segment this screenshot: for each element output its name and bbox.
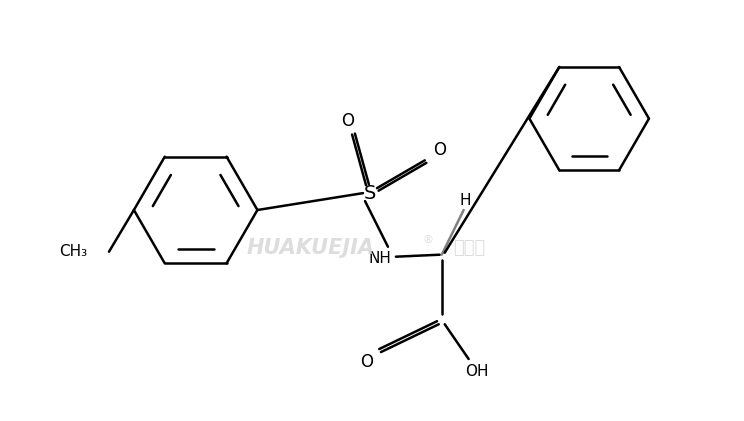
Text: H: H: [460, 192, 472, 208]
Text: O: O: [361, 353, 373, 371]
Text: OH: OH: [465, 365, 488, 379]
Text: NH: NH: [368, 251, 391, 266]
Text: S: S: [364, 184, 376, 203]
Text: HUAKUEJIA: HUAKUEJIA: [246, 238, 374, 258]
Text: O: O: [433, 141, 446, 160]
Text: ®: ®: [423, 235, 433, 245]
Text: O: O: [341, 112, 355, 130]
Text: 化学加: 化学加: [454, 239, 486, 257]
Text: CH₃: CH₃: [59, 244, 87, 259]
